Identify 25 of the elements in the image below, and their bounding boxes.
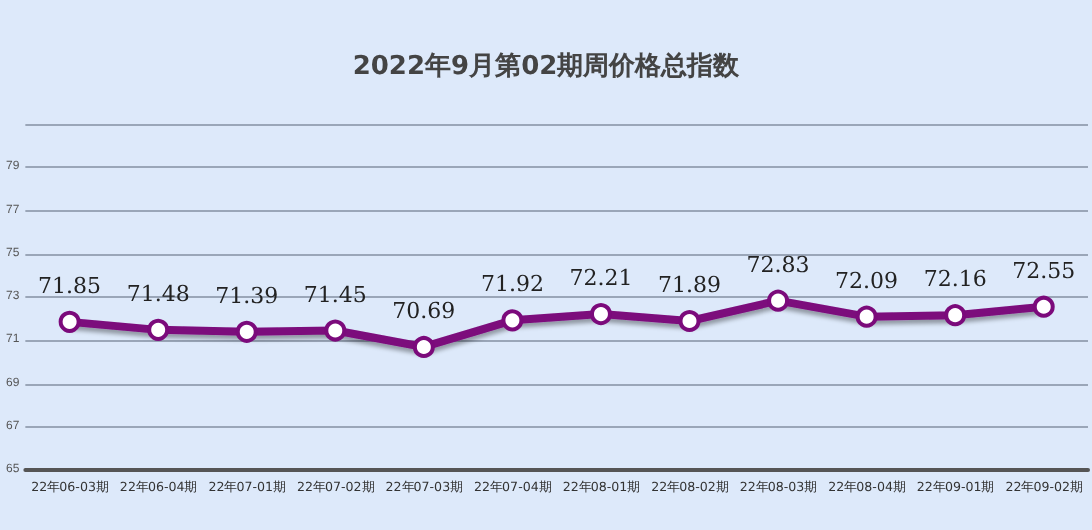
data-label: 72.55 — [1012, 257, 1076, 284]
data-label: 71.89 — [658, 272, 722, 298]
data-label: 71.48 — [126, 280, 190, 307]
data-label: 72.09 — [835, 267, 899, 294]
point — [412, 335, 435, 358]
point — [147, 318, 170, 341]
data-label: 72.21 — [569, 265, 633, 292]
point — [855, 305, 878, 328]
point — [589, 303, 612, 326]
point — [235, 320, 258, 343]
chart-title: 2022年9月第02期周价格总指数 — [352, 50, 742, 82]
point — [678, 310, 701, 332]
data-label: 71.39 — [215, 282, 279, 309]
data-label: 71.85 — [38, 272, 102, 299]
data-label: 72.83 — [746, 251, 810, 278]
point — [944, 304, 967, 327]
data-label: 71.45 — [303, 281, 367, 308]
data-label: 70.69 — [392, 297, 456, 324]
point — [501, 309, 524, 332]
data-label: 71.92 — [480, 271, 544, 298]
point — [324, 319, 347, 342]
point — [767, 289, 790, 312]
point — [1032, 295, 1055, 318]
data-label: 72.16 — [923, 266, 987, 293]
point — [58, 310, 81, 333]
